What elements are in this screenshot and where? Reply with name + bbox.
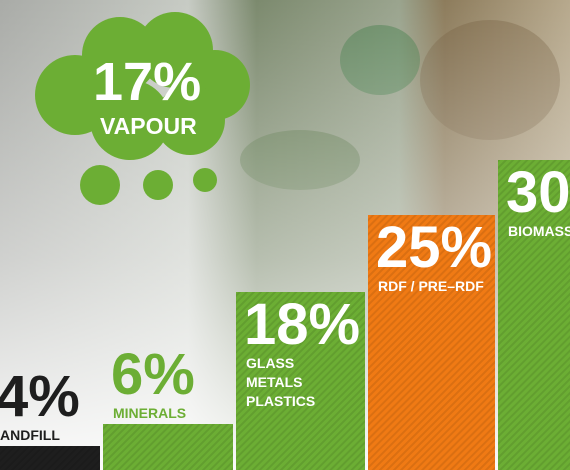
category-label: BIOMASS (508, 223, 570, 239)
category-label: PLASTICS (246, 393, 315, 409)
bar-stripes (103, 424, 233, 470)
category-label: ANDFILL (0, 427, 60, 443)
bar-stripes (236, 292, 365, 470)
category-label: METALS (246, 374, 303, 390)
category-label: RDF / PRE–RDF (378, 278, 484, 294)
cloud-label: VAPOUR (100, 113, 197, 139)
cloud-shape (35, 12, 250, 205)
vapour-cloud: 17%VAPOUR (35, 12, 250, 205)
value-label: 30 (506, 160, 570, 225)
category-label: GLASS (246, 355, 294, 371)
bar-stripes (0, 446, 100, 470)
category-label: MINERALS (113, 405, 186, 421)
cloud-value-label: 17% (93, 52, 201, 112)
value-label: 6% (111, 342, 195, 407)
value-label: 18% (244, 292, 360, 357)
value-label: 4% (0, 364, 80, 429)
bar-stripes (368, 215, 495, 470)
value-label: 25% (376, 215, 492, 280)
bar-stripes (498, 160, 570, 470)
